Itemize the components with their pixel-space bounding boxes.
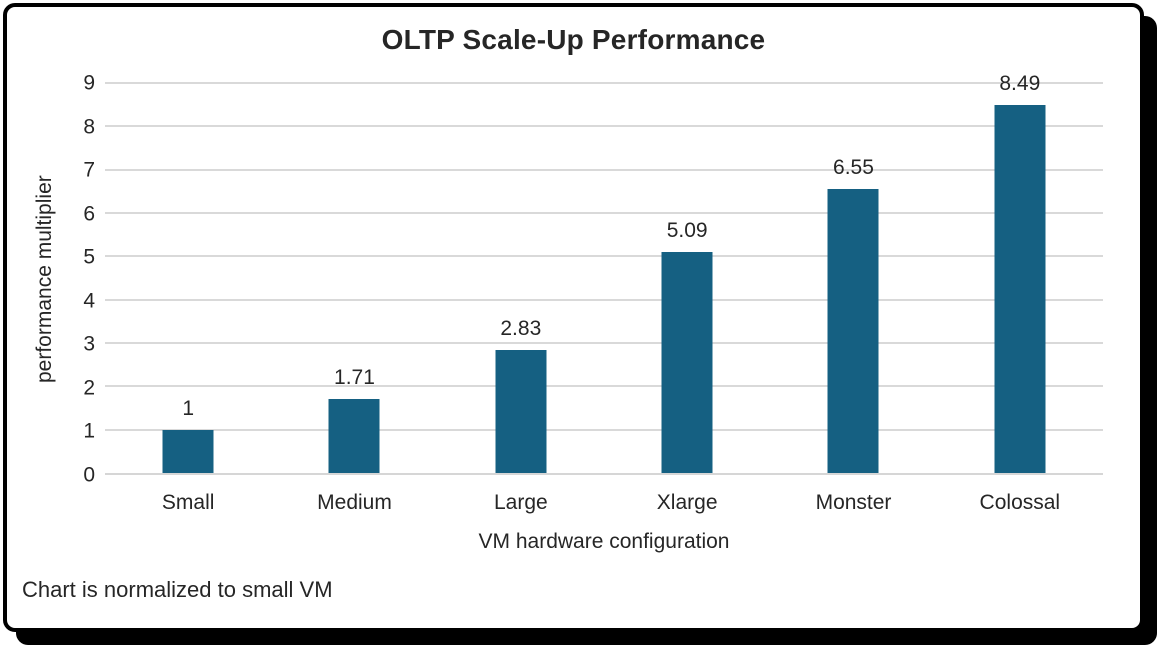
bar [495, 350, 547, 473]
gridline [105, 298, 1103, 301]
gridline [105, 342, 1103, 345]
y-tick-label: 1 [83, 419, 95, 443]
x-axis-ticks: Small Medium Large Xlarge Monster Colossal [105, 491, 1103, 517]
y-tick-label: 6 [83, 202, 95, 226]
bar-slot: 1.71 [271, 83, 437, 473]
gridline [105, 428, 1103, 431]
bar-value-label: 2.83 [500, 317, 542, 341]
gridline [105, 168, 1103, 171]
gridline [105, 82, 1103, 84]
y-tick-label: 7 [83, 158, 95, 182]
y-tick-label: 4 [83, 289, 95, 313]
y-tick-label: 9 [83, 71, 95, 95]
bar-value-label: 8.49 [999, 72, 1041, 96]
y-tick-label: 2 [83, 376, 95, 400]
gridline [105, 385, 1103, 388]
bar-slot: 2.83 [438, 83, 604, 473]
chart-card: OLTP Scale-Up Performance performance mu… [3, 3, 1144, 632]
y-tick-label: 0 [83, 463, 95, 487]
bar [994, 105, 1046, 473]
x-tick-label: Colossal [979, 491, 1061, 514]
bar-slot: 1 [105, 83, 271, 473]
bar-slot: 6.55 [770, 83, 936, 473]
bar [328, 398, 380, 473]
plot-area: 1 1.71 2.83 5.09 6.55 8.49 [105, 73, 1103, 475]
y-tick-label: 3 [83, 332, 95, 356]
y-tick-label: 8 [83, 115, 95, 139]
gridline [105, 255, 1103, 258]
y-axis-ticks: 0 1 2 3 4 5 6 7 8 9 [7, 73, 95, 486]
bar [162, 429, 214, 473]
x-tick-label: Large [493, 491, 548, 514]
x-axis-title: VM hardware configuration [478, 530, 730, 553]
x-tick-label: Monster [815, 491, 892, 514]
bar-slot: 5.09 [604, 83, 770, 473]
bar [827, 189, 879, 473]
bar [661, 252, 713, 473]
chart-title: OLTP Scale-Up Performance [381, 24, 766, 55]
x-tick-label: Small [161, 491, 215, 514]
bar-slot: 8.49 [937, 73, 1103, 473]
footnote: Chart is normalized to small VM [22, 577, 333, 602]
gridline [105, 212, 1103, 215]
gridline [105, 125, 1103, 128]
bar-value-label: 1.71 [334, 365, 375, 389]
y-tick-label: 5 [83, 245, 95, 269]
bar-value-label: 1 [182, 396, 194, 420]
x-tick-label: Medium [317, 491, 392, 514]
x-tick-label: Xlarge [656, 491, 718, 514]
bar-value-label: 6.55 [833, 156, 874, 180]
bar-value-label: 5.09 [666, 219, 708, 243]
